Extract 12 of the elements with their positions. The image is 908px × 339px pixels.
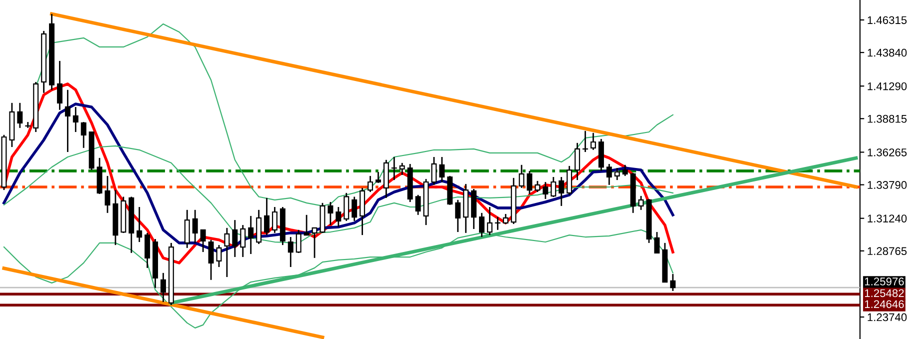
y-tick-label: 1.36265 <box>868 148 907 156</box>
y-tick-label: 1.28765 <box>868 247 907 256</box>
ref-line-label: 1.25976 <box>865 278 904 286</box>
ref-line-label: 1.25482 <box>865 289 904 298</box>
y-tick-label: 1.23740 <box>868 313 907 322</box>
y-tick-label: 1.43840 <box>868 48 907 57</box>
y-tick-label: 1.31240 <box>868 214 907 222</box>
ref-line-label: 1.24646 <box>865 300 904 308</box>
y-tick-label: 1.46315 <box>868 16 907 24</box>
y-tick-label: 1.41290 <box>868 82 907 90</box>
y-tick-label: 1.33790 <box>868 181 907 189</box>
y-tick-label: 1.38815 <box>868 114 907 123</box>
